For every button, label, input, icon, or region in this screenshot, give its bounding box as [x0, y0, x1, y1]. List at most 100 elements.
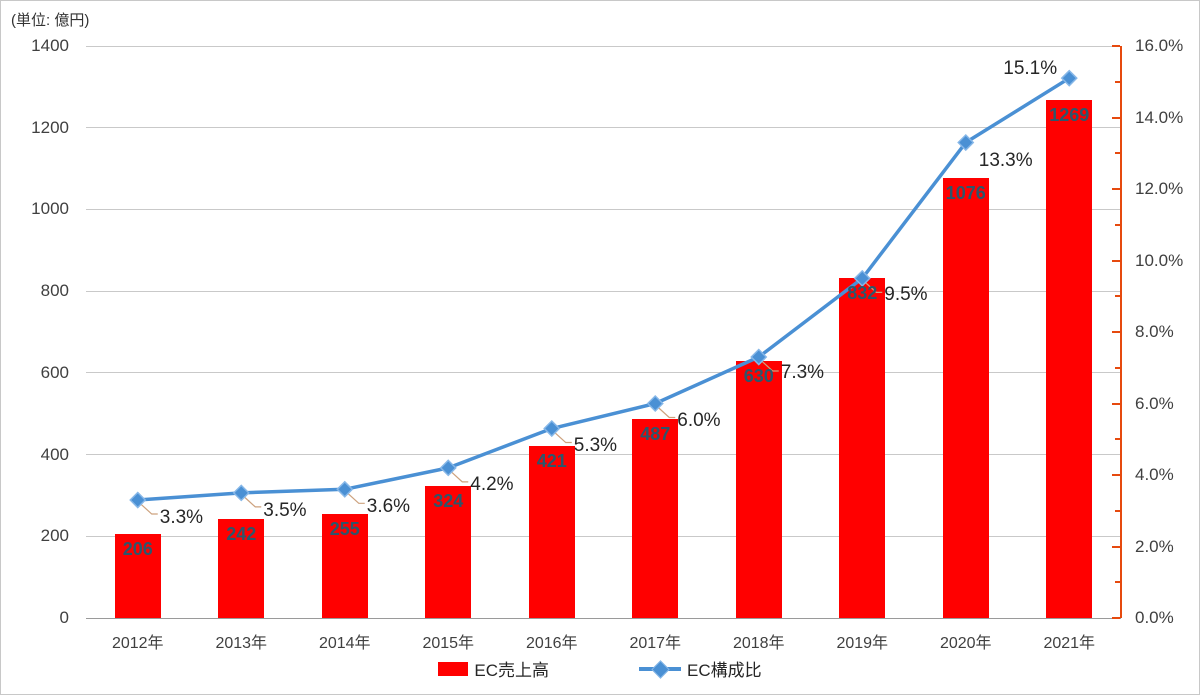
bar — [114, 533, 161, 618]
right-axis-tick — [1112, 617, 1120, 619]
x-axis-label: 2015年 — [422, 635, 475, 652]
bar-value-label: 832 — [847, 283, 878, 304]
bar — [1046, 99, 1093, 618]
percent-label: 9.5% — [884, 284, 928, 306]
right-axis-tick-label: 16.0% — [1135, 36, 1184, 55]
right-axis-tick-label: 12.0% — [1135, 179, 1184, 198]
right-axis-tick — [1115, 509, 1120, 512]
legend-line-label: EC構成比 — [687, 661, 762, 680]
x-axis-label: 2017年 — [629, 635, 682, 652]
left-axis-tick-label: 1000 — [31, 199, 69, 219]
percent-label: 6.0% — [677, 409, 721, 431]
bar — [839, 278, 886, 618]
percent-label: 15.1% — [1003, 58, 1058, 80]
left-axis-tick-label: 400 — [40, 444, 69, 464]
percent-label: 4.2% — [470, 473, 514, 495]
line-marker-diamond-icon — [646, 394, 664, 413]
percent-label: 7.3% — [780, 362, 825, 384]
right-axis-tick — [1112, 474, 1120, 476]
gridline — [86, 372, 1121, 374]
left-axis-tick-label: 600 — [40, 362, 69, 382]
left-axis-tick-label: 200 — [40, 526, 69, 546]
bar-value-label: 1269 — [1049, 104, 1090, 125]
right-axis-tick — [1112, 45, 1120, 47]
right-axis-line — [1120, 46, 1122, 618]
right-axis-tick — [1115, 438, 1120, 441]
right-axis-tick-label: 4.0% — [1135, 465, 1174, 484]
right-axis-tick — [1115, 295, 1120, 298]
x-axis-label: 2016年 — [525, 635, 578, 652]
bar — [321, 513, 368, 618]
line-marker-diamond-icon — [750, 348, 768, 366]
line-marker-diamond-icon — [232, 484, 250, 502]
gridline — [86, 454, 1121, 456]
x-axis-label: 2020年 — [939, 635, 992, 652]
percent-label: 3.5% — [263, 499, 307, 521]
gridline — [86, 535, 1121, 537]
right-axis-tick — [1115, 366, 1120, 369]
x-axis-label: 2012年 — [111, 635, 164, 652]
percent-label: 5.3% — [573, 434, 618, 456]
right-axis-tick — [1112, 331, 1120, 333]
line-marker-diamond-icon — [1060, 69, 1078, 87]
bar-value-label: 630 — [743, 365, 774, 386]
bar-value-label: 206 — [122, 538, 153, 559]
leader-line — [347, 492, 365, 504]
legend-bar-label: EC売上高 — [474, 661, 549, 680]
leader-line — [450, 471, 469, 483]
right-axis-tick-label: 6.0% — [1135, 393, 1174, 413]
bar — [632, 419, 679, 618]
legend-bar-swatch-icon — [438, 661, 469, 676]
percent-label: 3.6% — [366, 496, 411, 518]
bar-value-label: 421 — [536, 450, 567, 471]
percent-label: 3.3% — [159, 507, 204, 529]
leader-line — [864, 281, 883, 293]
legend-item-line: EC構成比 — [639, 656, 762, 681]
right-axis-tick-label: 0.0% — [1135, 608, 1174, 627]
right-axis-tick-label: 8.0% — [1135, 322, 1174, 341]
leader-line — [761, 360, 779, 372]
gridline — [86, 45, 1121, 47]
right-axis-tick — [1112, 188, 1120, 190]
x-axis-label: 2018年 — [732, 635, 785, 652]
left-axis-tick-label: 0 — [59, 608, 69, 627]
line-marker-diamond-icon — [439, 459, 457, 477]
bar-value-label: 324 — [433, 490, 464, 511]
line-marker-diamond-icon — [129, 491, 147, 509]
legend-item-bar: EC売上高 — [438, 656, 549, 681]
right-axis-tick — [1115, 80, 1120, 83]
right-axis-tick — [1112, 402, 1120, 405]
legend: EC売上高 EC構成比 — [1, 656, 1199, 681]
right-axis-tick-label: 10.0% — [1135, 250, 1184, 270]
bar-value-label: 255 — [329, 518, 360, 539]
line-marker-diamond-icon — [957, 133, 975, 152]
leader-line — [243, 496, 262, 508]
unit-label: (単位: 億円) — [11, 12, 90, 29]
line-marker-diamond-icon — [853, 269, 871, 287]
left-axis-tick-label: 800 — [40, 281, 69, 301]
line-marker-diamond-icon — [336, 480, 354, 498]
left-axis-tick-label: 1200 — [31, 117, 69, 137]
gridline — [86, 127, 1121, 129]
x-axis-label: 2019年 — [836, 635, 889, 652]
trend-line — [137, 76, 1071, 502]
bar — [528, 445, 575, 618]
right-axis-tick — [1115, 223, 1120, 226]
gridline — [86, 290, 1121, 292]
right-axis-tick-label: 2.0% — [1135, 536, 1174, 556]
legend-line-swatch-icon — [639, 659, 681, 679]
bar-value-label: 1076 — [945, 183, 986, 204]
gridline — [86, 208, 1121, 210]
x-axis-label: 2021年 — [1043, 635, 1096, 652]
bar — [942, 178, 989, 618]
leader-line — [554, 432, 572, 444]
right-axis-tick — [1112, 545, 1120, 548]
x-axis-line — [86, 618, 1121, 619]
bar — [218, 519, 265, 618]
right-axis-tick — [1112, 259, 1120, 262]
left-axis-tick-label: 1400 — [31, 36, 69, 55]
leader-line — [657, 407, 676, 419]
leader-line — [140, 503, 158, 515]
bar-value-label: 487 — [640, 424, 671, 445]
